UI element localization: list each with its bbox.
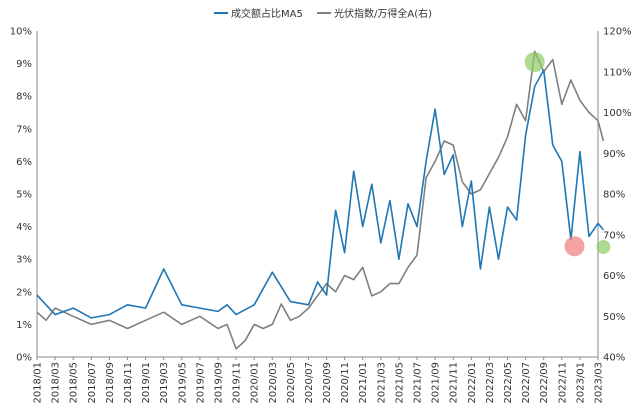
y-left-tick-label: 8% xyxy=(16,92,32,103)
y-right-tick-label: 90% xyxy=(603,149,625,160)
y-left-tick-label: 1% xyxy=(16,320,32,331)
y-left-tick-label: 2% xyxy=(16,287,32,298)
x-tick-label: 2021/03 xyxy=(376,362,387,404)
y-right-tick-label: 100% xyxy=(603,108,632,119)
y-right-tick-label: 120% xyxy=(603,27,632,38)
x-tick-label: 2022/09 xyxy=(539,362,550,404)
x-tick-label: 2021/11 xyxy=(449,362,460,404)
y-left-tick-label: 4% xyxy=(16,222,32,233)
x-tick-label: 2022/01 xyxy=(467,362,478,404)
x-tick-label: 2019/07 xyxy=(195,362,206,404)
legend-label-turnover: 成交额占比MA5 xyxy=(231,7,303,20)
y-right-tick-label: 60% xyxy=(603,271,625,282)
x-tick-label: 2023/03 xyxy=(594,362,605,404)
x-tick-label: 2020/03 xyxy=(268,362,279,404)
y-left-tick-label: 3% xyxy=(16,255,32,266)
x-tick-label: 2020/11 xyxy=(340,362,351,404)
axes: 0% 1% 2% 3% 4% 5% 6% 7% 8% 9% 10% 40% 50% 60% 70% 80% 90… xyxy=(10,27,632,404)
y-right-tick-label: 40% xyxy=(603,353,625,364)
y-left-tick-label: 10% xyxy=(10,27,32,38)
x-tick-label: 2019/05 xyxy=(177,362,188,404)
y-right-tick-label: 110% xyxy=(603,67,632,78)
y-right-tick-label: 70% xyxy=(603,230,625,241)
x-tick-label: 2018/03 xyxy=(51,362,62,404)
y-left-tick-label: 7% xyxy=(16,124,32,135)
x-tick-label: 2019/03 xyxy=(159,362,170,404)
legend-label-pv-index: 光伏指数/万得全A(右) xyxy=(334,7,432,20)
x-tick-label: 2018/05 xyxy=(69,362,80,404)
x-tick-label: 2018/09 xyxy=(105,362,116,404)
x-tick-label: 2020/01 xyxy=(250,362,261,404)
y-left-tick-label: 0% xyxy=(16,353,32,364)
x-tick-label: 2019/01 xyxy=(141,362,152,404)
y-left-tick-label: 5% xyxy=(16,190,32,201)
x-tick-label: 2022/05 xyxy=(503,362,514,404)
y-right-tick-label: 80% xyxy=(603,190,625,201)
x-tick-label: 2023/01 xyxy=(575,362,586,404)
y-left-tick-label: 9% xyxy=(16,59,32,70)
annotation-layer xyxy=(524,52,611,257)
y-right-tick-label: 50% xyxy=(603,312,625,323)
x-tick-label: 2018/11 xyxy=(123,362,134,404)
x-tick-label: 2019/11 xyxy=(232,362,243,404)
x-tick-label: 2020/05 xyxy=(286,362,297,404)
x-tick-label: 2019/09 xyxy=(213,362,224,404)
annotation-circle xyxy=(596,240,611,254)
annotation-circle xyxy=(524,52,545,72)
x-tick-label: 2022/03 xyxy=(485,362,496,404)
legend: 成交额占比MA5 光伏指数/万得全A(右) xyxy=(214,7,432,20)
x-tick-label: 2021/01 xyxy=(358,362,369,404)
series-layer xyxy=(36,50,605,350)
x-tick-label: 2021/07 xyxy=(413,362,424,404)
annotation-circle xyxy=(564,236,585,257)
x-tick-label: 2020/07 xyxy=(304,362,315,404)
x-tick-label: 2018/07 xyxy=(87,362,98,404)
x-tick-label: 2018/01 xyxy=(33,362,44,404)
series-line-turnover xyxy=(36,69,605,319)
x-tick-label: 2021/05 xyxy=(394,362,405,404)
series-line-pv-index xyxy=(36,50,605,350)
x-tick-label: 2020/09 xyxy=(322,362,333,404)
x-tick-label: 2022/07 xyxy=(521,362,532,404)
y-left-tick-label: 6% xyxy=(16,157,32,168)
x-tick-label: 2021/09 xyxy=(431,362,442,404)
x-tick-label: 2022/11 xyxy=(557,362,568,404)
